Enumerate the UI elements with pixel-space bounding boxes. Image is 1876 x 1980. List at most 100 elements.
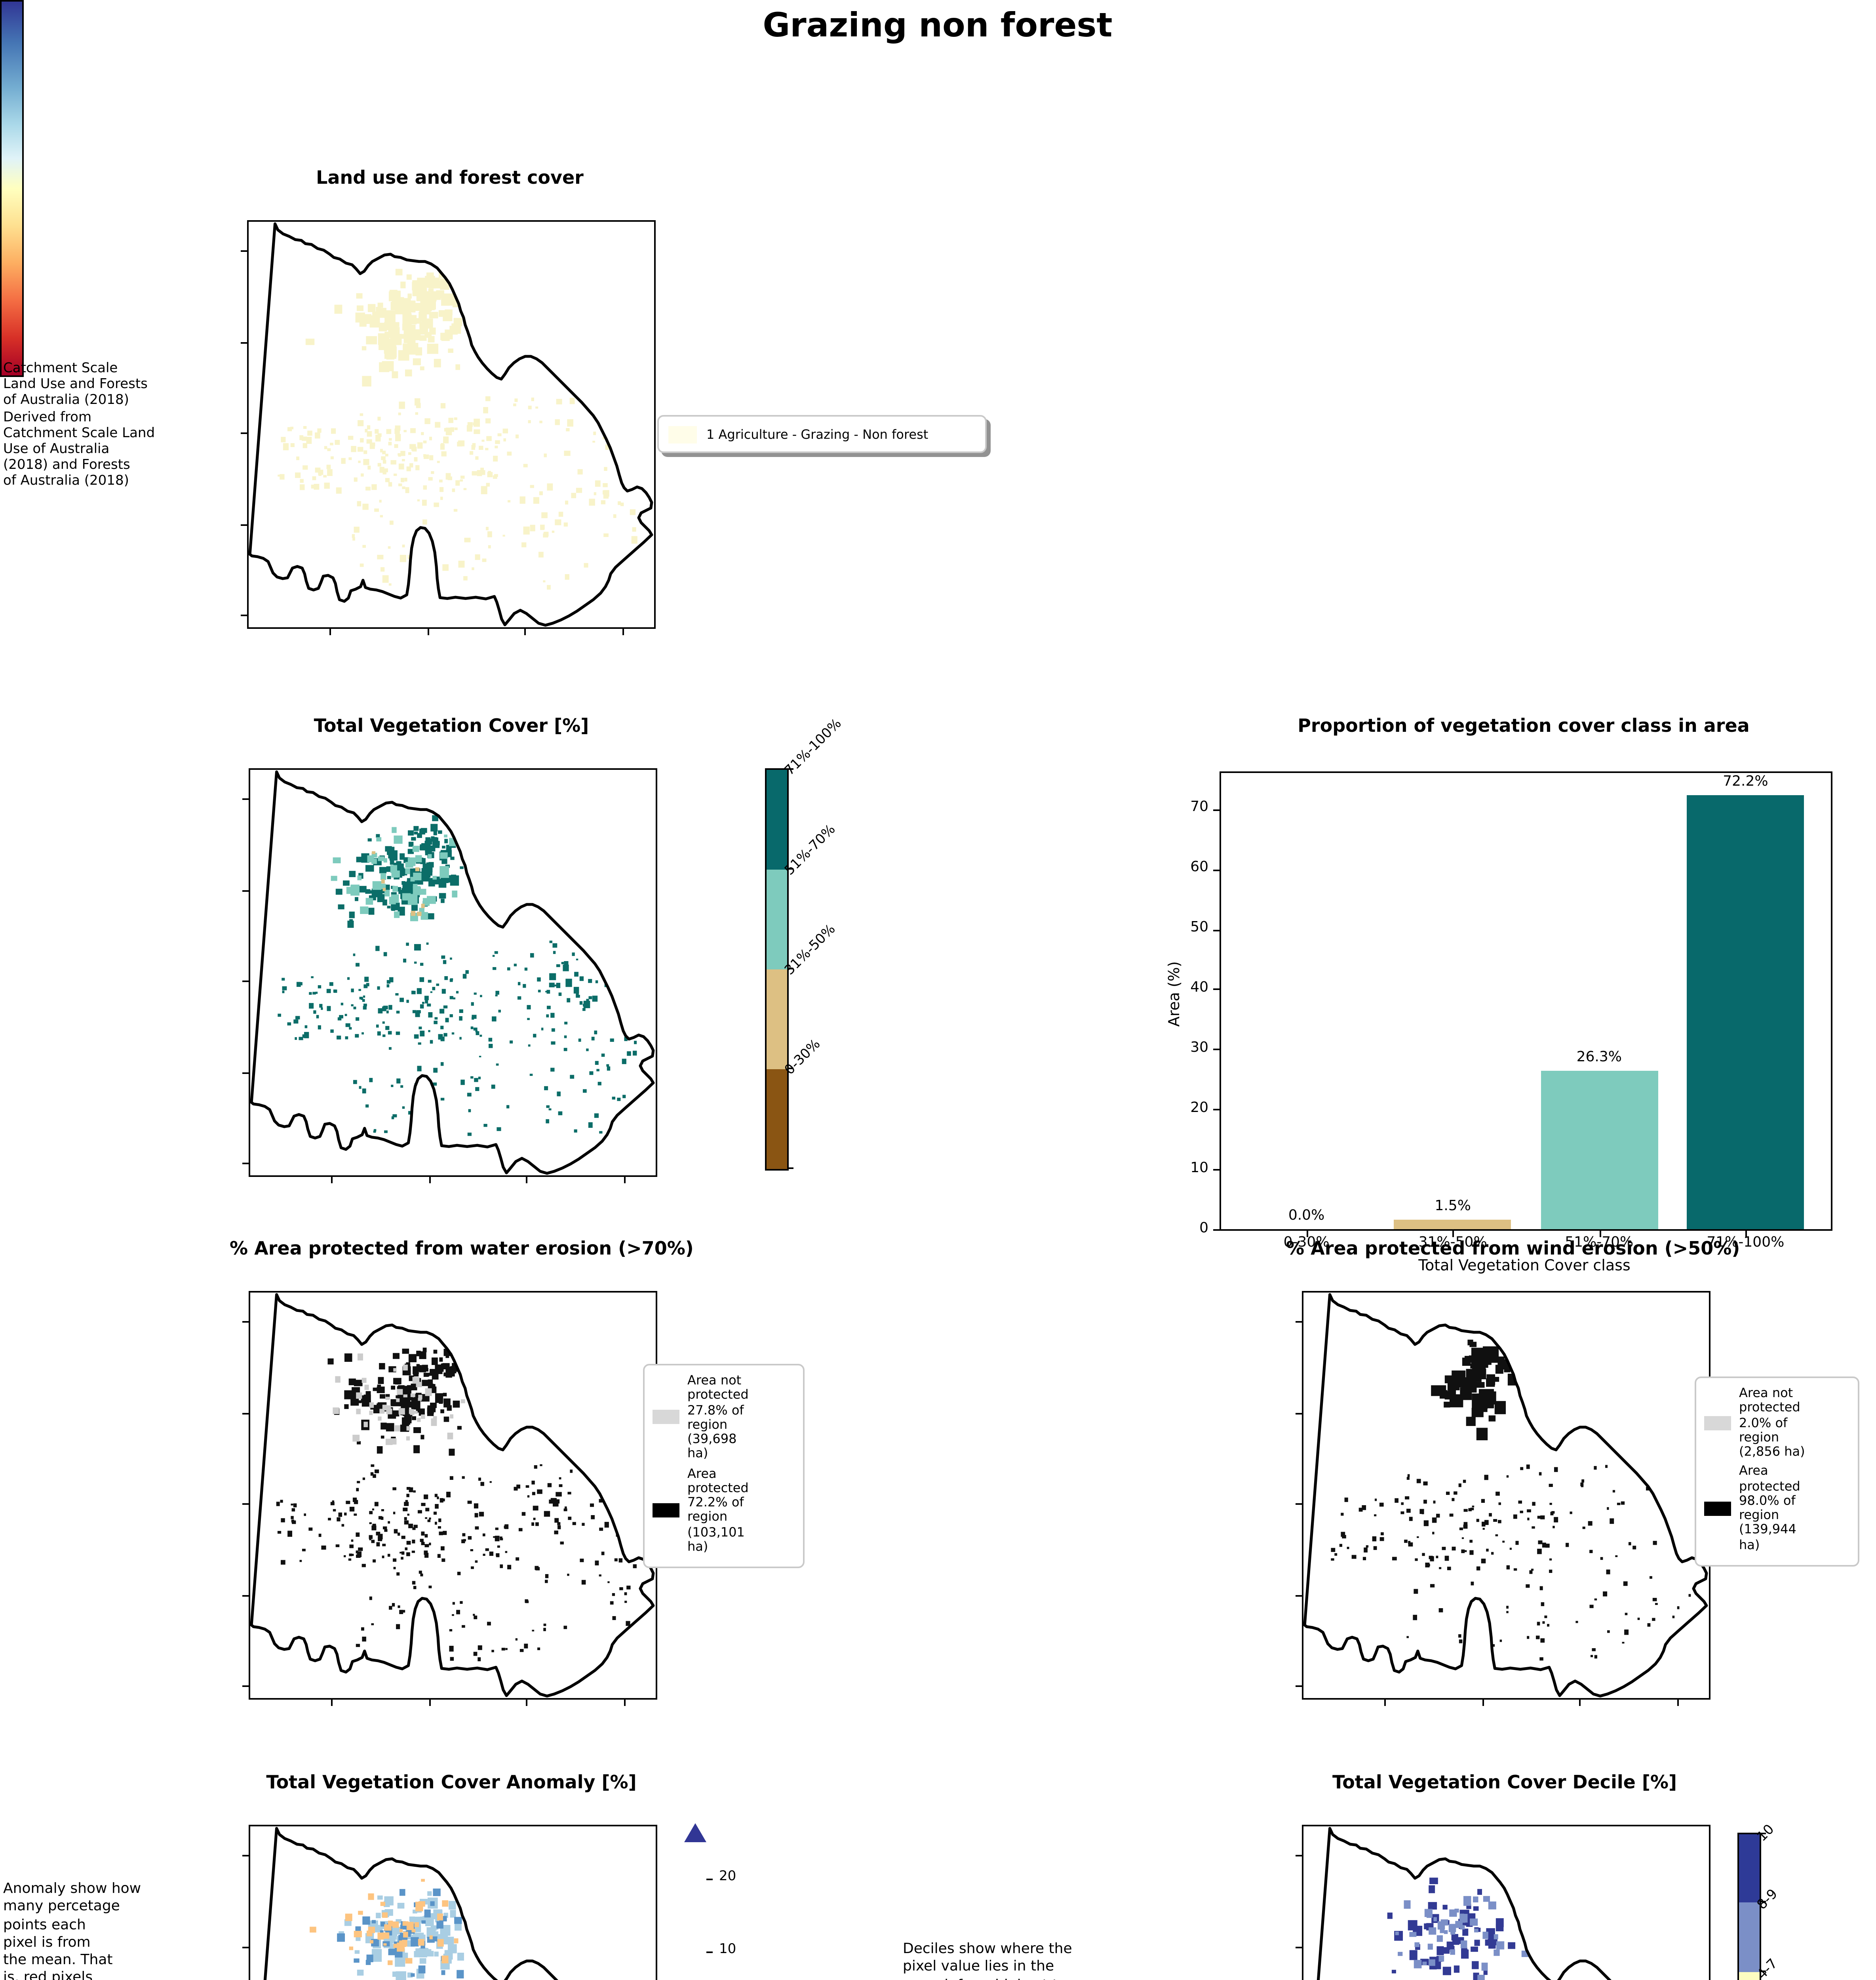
map-pixel — [1594, 1466, 1597, 1470]
not-protected-swatch — [653, 1410, 679, 1425]
map-pixel — [435, 1504, 439, 1509]
map-pixel — [414, 944, 421, 951]
map-pixel — [324, 446, 327, 449]
y-tick-label: 60 — [1190, 860, 1208, 876]
axis-tick — [428, 1177, 430, 1183]
map-pixel — [470, 451, 474, 455]
map-pixel — [1527, 1509, 1531, 1513]
map-pixel — [496, 1553, 500, 1557]
map-pixel — [444, 839, 448, 843]
page-title: Grazing non forest — [763, 6, 1113, 44]
map-pixel — [452, 890, 458, 898]
map-pixel — [601, 500, 606, 505]
map-pixel — [1494, 1376, 1499, 1382]
map-pixel — [309, 992, 312, 995]
axis-tick — [622, 629, 624, 635]
map-pixel — [362, 503, 369, 510]
map-pixel — [415, 867, 420, 872]
map-pixel — [1438, 1955, 1444, 1962]
map-pixel — [403, 1364, 408, 1371]
map-pixel — [314, 484, 320, 490]
map-pixel — [420, 1573, 423, 1576]
map-pixel — [363, 1394, 371, 1404]
map-pixel — [407, 849, 414, 854]
map-pixel — [416, 1010, 421, 1013]
map-pixel — [402, 1348, 409, 1354]
map-pixel — [612, 1593, 615, 1596]
map-pixel — [1486, 1374, 1495, 1385]
map-pixel — [369, 1538, 371, 1540]
map-pixel — [341, 458, 346, 464]
map-pixel — [409, 463, 413, 468]
map-pixel — [576, 487, 582, 493]
map-pixel — [440, 1062, 444, 1066]
map-pixel — [405, 868, 410, 874]
map-pixel — [392, 1603, 395, 1607]
map-pixel — [1536, 1635, 1540, 1639]
map-pixel — [1474, 1940, 1480, 1946]
map-pixel — [421, 432, 424, 435]
map-pixel — [547, 483, 553, 491]
map-pixel — [610, 1038, 614, 1042]
map-pixel — [529, 1074, 533, 1076]
map-pixel — [440, 444, 445, 450]
map-pixel — [1483, 1896, 1490, 1902]
map-pixel — [492, 1016, 497, 1022]
map-pixel — [406, 1426, 410, 1431]
map-pixel — [1607, 1630, 1610, 1633]
map-pixel — [459, 1037, 462, 1040]
map-pixel — [451, 874, 457, 881]
map-pixel — [376, 837, 382, 842]
map-pixel — [398, 483, 402, 486]
map-pixel — [399, 1929, 403, 1932]
anomaly-tick: 20 — [719, 1869, 736, 1885]
map-pixel — [513, 403, 516, 406]
y-tick-label: 0 — [1199, 1220, 1208, 1236]
map-pixel — [425, 1388, 432, 1396]
map-pixel — [412, 845, 419, 852]
map-pixel — [399, 402, 405, 409]
map-pixel — [318, 985, 322, 988]
map-pixel — [1444, 1555, 1449, 1561]
map-pixel — [327, 469, 333, 476]
map-pixel — [576, 992, 579, 996]
map-pixel — [489, 1552, 494, 1556]
map-pixel — [441, 1970, 445, 1975]
map-pixel — [356, 1409, 361, 1415]
map-pixel — [447, 1405, 452, 1411]
map-pixel — [1463, 1524, 1468, 1529]
axis-tick — [1579, 1700, 1581, 1706]
map-pixel — [1527, 1517, 1530, 1521]
map-pixel — [434, 281, 442, 289]
map-pixel — [537, 1489, 542, 1494]
map-pixel — [1436, 1555, 1438, 1558]
bar-value-label: 1.5% — [1435, 1199, 1471, 1216]
map-pixel — [455, 364, 460, 370]
map-pixel — [430, 295, 436, 302]
map-pixel — [380, 449, 383, 453]
map-pixel — [1655, 1603, 1658, 1605]
map-pixel — [519, 1649, 524, 1652]
map-pixel — [367, 304, 376, 312]
map-pixel — [1513, 1514, 1517, 1519]
map-pixel — [563, 522, 568, 527]
map-pixel — [363, 450, 367, 454]
map-pixel — [555, 419, 560, 425]
map-pixel — [424, 996, 429, 1000]
map-pixel — [405, 1500, 408, 1502]
map-pixel — [358, 989, 361, 991]
map-pixel — [419, 324, 428, 335]
map-pixel — [342, 880, 350, 886]
map-pixel — [427, 1519, 431, 1522]
map-pixel — [393, 473, 397, 476]
map-pixel — [428, 288, 434, 293]
map-pixel — [1470, 1363, 1476, 1369]
map-pixel — [464, 537, 471, 543]
map-pixel — [408, 842, 414, 847]
map-pixel — [382, 1405, 387, 1411]
map-pixel — [391, 870, 399, 878]
map-pixel — [386, 980, 391, 984]
map-pixel — [565, 501, 569, 505]
map-pixel — [414, 1922, 419, 1927]
map-pixel — [488, 545, 491, 548]
